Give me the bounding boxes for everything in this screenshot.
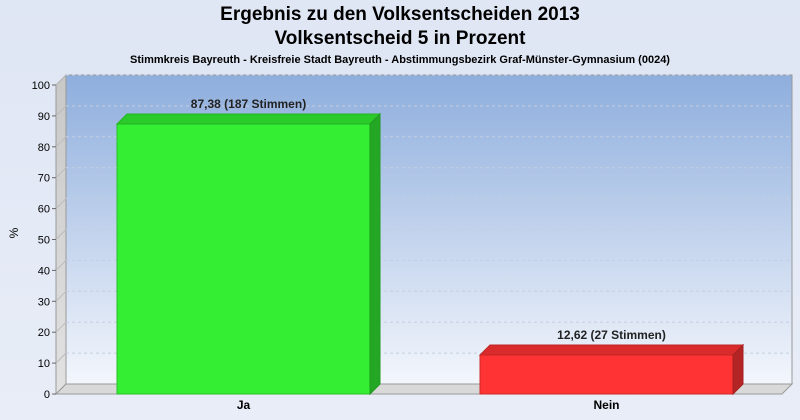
grid-line-side: [55, 260, 67, 271]
y-tick-label: 50: [38, 235, 50, 247]
y-tick-label: 0: [44, 389, 50, 401]
grid-line-side: [55, 352, 67, 364]
chart-title: Ergebnis zu den Volksentscheiden 2013: [220, 4, 580, 25]
data-label-ja: 87,38 (187 Stimmen): [191, 97, 306, 111]
y-tick-label: 60: [38, 204, 50, 216]
bar-side-ja: [369, 112, 381, 396]
grid-line-side: [55, 229, 67, 240]
x-tick-label-ja: Ja: [237, 398, 251, 412]
grid-line-side: [55, 167, 67, 179]
bar-ja: [116, 123, 371, 395]
chart-subtitle: Stimmkreis Bayreuth - Kreisfreie Stadt B…: [130, 54, 670, 66]
y-tick-label: 80: [38, 142, 50, 154]
y-tick-label: 90: [38, 111, 50, 123]
grid-line-side: [55, 136, 67, 148]
y-tick-label: 20: [38, 327, 50, 339]
grid-line-side: [55, 105, 67, 117]
y-tick-label: 30: [38, 296, 50, 308]
grid-line-side: [55, 74, 67, 86]
y-tick-label: 100: [32, 80, 50, 92]
grid-line-side: [55, 198, 67, 209]
grid-line-side: [55, 290, 67, 302]
y-tick-label: 40: [38, 265, 50, 277]
y-tick-label: 10: [38, 358, 50, 370]
x-tick-label-nein: Nein: [593, 398, 619, 412]
bar-top-ja: [115, 113, 382, 125]
bar-side-nein: [732, 343, 744, 396]
bar-top-nein: [478, 344, 745, 356]
data-label-nein: 12,62 (27 Stimmen): [557, 328, 666, 342]
bar-nein: [479, 354, 734, 395]
y-tick-label: 70: [38, 173, 50, 185]
chart-title-line2: Volksentscheid 5 in Prozent: [274, 28, 526, 49]
grid-line-side: [55, 321, 67, 333]
